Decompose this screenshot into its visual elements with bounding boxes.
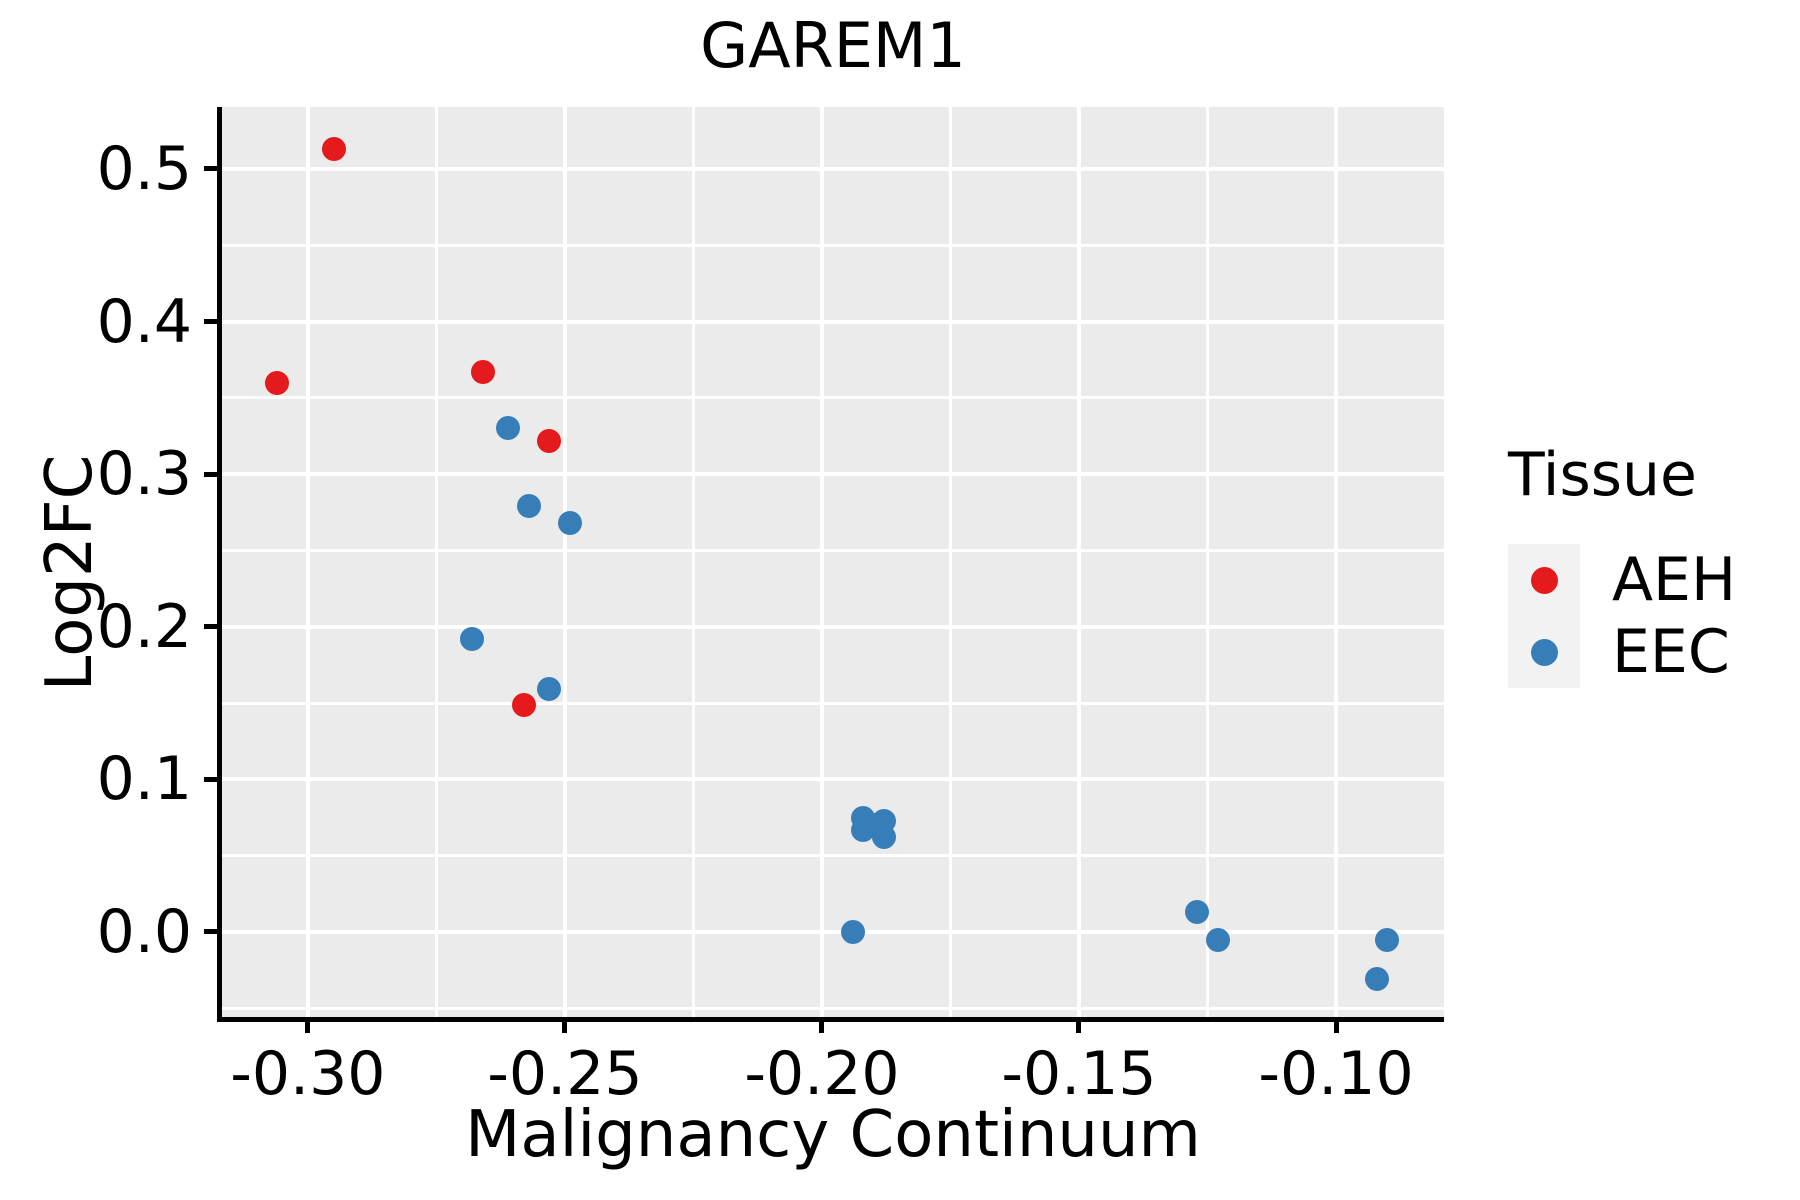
y-tick-mark [204, 166, 218, 172]
x-tick-label: -0.30 [230, 1039, 386, 1109]
x-tick-label: -0.10 [1258, 1039, 1414, 1109]
x-major-gridline [819, 107, 824, 1017]
x-major-gridline [1076, 107, 1081, 1017]
x-tick-mark [819, 1019, 825, 1033]
data-point-eec[interactable] [1185, 900, 1210, 925]
data-point-eec[interactable] [840, 919, 865, 944]
y-tick-label: 0.0 [96, 896, 192, 967]
y-major-gridline [222, 929, 1444, 934]
y-major-gridline [222, 472, 1444, 477]
y-minor-gridline [222, 854, 1444, 858]
y-tick-label: 0.4 [96, 286, 192, 357]
y-tick-label: 0.1 [96, 744, 192, 815]
data-point-eec[interactable] [1365, 967, 1390, 992]
x-minor-gridline [691, 107, 695, 1017]
y-minor-gridline [222, 243, 1444, 247]
y-tick-label: 0.3 [96, 439, 192, 510]
legend-key-aeh [1508, 544, 1580, 616]
aeh-marker-icon [1530, 566, 1558, 594]
y-tick-mark [204, 929, 218, 935]
legend-key-eec [1508, 616, 1580, 688]
x-minor-gridline [434, 107, 438, 1017]
y-tick-label: 0.5 [96, 133, 192, 204]
data-point-eec[interactable] [460, 626, 485, 651]
y-tick-mark [204, 471, 218, 477]
x-axis-label: Malignancy Continuum [465, 1098, 1201, 1172]
x-axis-spine [217, 1017, 1444, 1022]
x-tick-label: -0.25 [487, 1039, 643, 1109]
legend-entry-eec[interactable]: EEC [1508, 616, 1736, 688]
legend-label-eec: EEC [1612, 617, 1730, 687]
y-major-gridline [222, 777, 1444, 782]
legend-title: Tissue [1508, 440, 1697, 510]
y-major-gridline [222, 624, 1444, 629]
x-major-gridline [562, 107, 567, 1017]
x-tick-mark [562, 1019, 568, 1033]
data-point-eec[interactable] [1375, 927, 1400, 952]
y-tick-mark [204, 624, 218, 630]
legend-entry-aeh[interactable]: AEH [1508, 544, 1736, 616]
x-minor-gridline [1206, 107, 1210, 1017]
data-point-aeh[interactable] [265, 370, 289, 395]
y-axis-label: Log2FC [33, 454, 107, 692]
chart-title: GAREM1 [700, 9, 966, 82]
data-point-aeh[interactable] [321, 137, 346, 162]
y-axis-spine [217, 107, 222, 1022]
x-major-gridline [305, 107, 310, 1017]
y-minor-gridline [222, 701, 1444, 705]
legend-label-aeh: AEH [1612, 545, 1737, 615]
x-major-gridline [1334, 107, 1339, 1017]
data-point-eec[interactable] [558, 511, 583, 535]
data-point-eec[interactable] [537, 677, 562, 702]
data-point-eec[interactable] [851, 817, 876, 842]
y-minor-gridline [222, 1006, 1444, 1010]
data-point-eec[interactable] [496, 416, 521, 441]
y-major-gridline [222, 319, 1444, 324]
x-tick-mark [1333, 1019, 1339, 1033]
x-minor-gridline [948, 107, 952, 1017]
x-tick-label: -0.15 [1001, 1039, 1157, 1109]
data-point-aeh[interactable] [470, 359, 495, 384]
x-tick-label: -0.20 [744, 1039, 900, 1109]
y-tick-label: 0.2 [96, 591, 192, 662]
data-point-aeh[interactable] [537, 428, 562, 453]
y-tick-mark [204, 319, 218, 325]
x-tick-mark [305, 1019, 311, 1033]
data-point-eec[interactable] [1205, 927, 1230, 952]
y-tick-mark [204, 776, 218, 782]
data-point-eec[interactable] [871, 825, 896, 850]
data-point-eec[interactable] [516, 494, 541, 519]
eec-marker-icon [1530, 638, 1558, 666]
x-tick-mark [1076, 1019, 1082, 1033]
y-major-gridline [222, 166, 1444, 171]
y-minor-gridline [222, 548, 1444, 552]
plot-panel [222, 107, 1444, 1017]
y-minor-gridline [222, 396, 1444, 400]
legend: Tissue AEH EEC [1508, 440, 1736, 688]
data-point-aeh[interactable] [511, 692, 536, 717]
